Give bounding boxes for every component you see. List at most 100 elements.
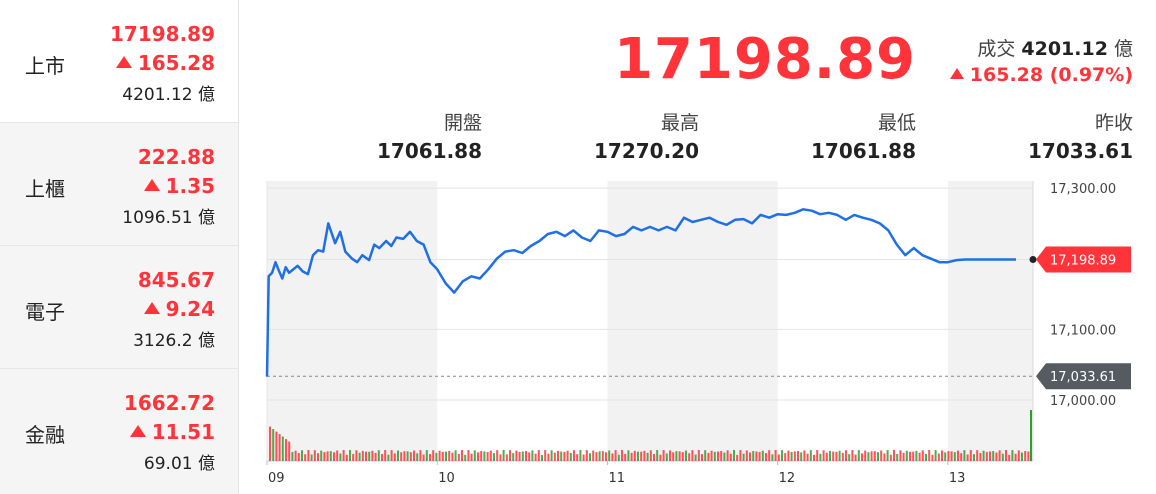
volume-bar — [755, 451, 758, 461]
volume-bar — [851, 450, 854, 461]
volume-bar — [899, 450, 902, 461]
market-change-value: 9.24 — [165, 297, 215, 321]
current-price-label: 17,198.89 — [1050, 253, 1116, 268]
volume-bar — [579, 450, 582, 461]
volume-bar — [736, 454, 739, 461]
market-price: 1662.72 — [123, 391, 215, 415]
turnover: 成交 4201.12 億 — [977, 34, 1133, 61]
hour-band — [947, 181, 1033, 461]
volume-bar — [355, 450, 358, 461]
volume-bar — [326, 451, 329, 461]
volume-bar — [345, 454, 348, 461]
market-change-value: 165.28 — [137, 51, 215, 75]
volume-bar — [969, 450, 972, 461]
volume-bar — [317, 453, 319, 461]
market-price: 845.67 — [137, 268, 215, 292]
market-price: 222.88 — [137, 145, 215, 169]
volume-bar — [870, 451, 873, 461]
volume-bar — [873, 451, 876, 461]
market-item-listed[interactable]: 上市 17198.89 165.28 4201.12 億 — [0, 0, 238, 123]
x-tick-label: 13 — [949, 471, 966, 486]
stat-value: 17033.61 — [1027, 139, 1133, 163]
volume-bar — [889, 454, 892, 461]
volume-bar — [361, 450, 364, 461]
market-item-finance[interactable]: 金融 1662.72 11.51 69.01 億 — [0, 369, 238, 494]
volume-bar — [998, 450, 1001, 461]
stat-value: 17061.88 — [376, 139, 482, 163]
volume-bar — [489, 450, 492, 461]
market-item-otc[interactable]: 上櫃 222.88 1.35 1096.51 億 — [0, 123, 238, 246]
volume-bar — [848, 454, 851, 461]
volume-bar — [793, 451, 796, 461]
market-change: 9.24 — [143, 297, 215, 321]
index-price: 17198.89 — [613, 27, 916, 92]
volume-bar — [381, 454, 383, 461]
volume-bar — [1024, 451, 1027, 461]
volume-bar — [413, 450, 415, 461]
volume-bar — [342, 450, 345, 461]
volume-bar — [704, 450, 707, 461]
volume-bar — [841, 452, 844, 461]
volume-bar — [787, 450, 790, 461]
volume-bar — [979, 453, 982, 461]
x-tick-label: 10 — [438, 471, 455, 486]
volume-bar — [397, 450, 399, 461]
volume-bar — [937, 453, 940, 461]
market-change-value: 11.51 — [151, 420, 215, 444]
volume-bar — [688, 453, 691, 461]
volume-bar — [534, 453, 537, 461]
volume-bar — [563, 451, 566, 461]
up-triangle-icon — [949, 68, 964, 79]
volume-bar — [646, 452, 649, 461]
volume-bar — [371, 450, 374, 461]
volume-bar — [976, 450, 979, 461]
volume-bar — [749, 452, 751, 461]
volume-bar — [883, 453, 886, 461]
volume-bar — [483, 451, 486, 461]
volume-bar — [496, 450, 499, 461]
volume-bar — [845, 450, 847, 461]
volume-bar — [387, 454, 390, 461]
volume-bar — [768, 450, 771, 461]
volume-bar — [403, 451, 406, 461]
volume-bar — [966, 454, 969, 461]
volume-bar — [544, 450, 547, 461]
volume-bar — [669, 450, 671, 461]
volume-bar — [573, 450, 575, 461]
volume-bar — [861, 453, 863, 461]
volume-bar — [377, 450, 380, 461]
volume-bar — [893, 450, 895, 461]
volume-bar — [445, 451, 447, 461]
market-price: 17198.89 — [109, 22, 215, 46]
volume-bar — [422, 454, 425, 461]
volume-bar — [739, 450, 742, 461]
volume-bar — [934, 450, 937, 461]
volume-bar — [294, 450, 297, 461]
volume-bar — [406, 451, 409, 461]
volume-bar — [589, 453, 591, 461]
volume-bar — [675, 451, 678, 461]
volume-bar — [915, 450, 918, 461]
market-item-electronics[interactable]: 電子 845.67 9.24 3126.2 億 — [0, 246, 238, 369]
volume-bar — [637, 451, 639, 461]
volume-bar — [272, 429, 275, 461]
market-name: 金融 — [25, 423, 65, 447]
volume-bar — [742, 453, 745, 461]
stat-label: 昨收 — [1094, 112, 1133, 134]
prev-close-label: 17,033.61 — [1050, 370, 1116, 385]
current-marker — [1029, 255, 1037, 263]
volume-bar — [560, 451, 563, 461]
volume-bar — [336, 450, 339, 461]
volume-bar — [438, 450, 441, 461]
volume-bar — [477, 452, 479, 461]
volume-bar — [880, 450, 883, 461]
volume-bar — [947, 451, 950, 461]
volume-bar — [605, 452, 607, 461]
y-tick-label: 17,000.00 — [1050, 394, 1116, 409]
volume-bar — [726, 450, 729, 461]
volume-bar — [480, 451, 483, 461]
volume-bar — [464, 454, 467, 461]
market-name: 電子 — [25, 300, 65, 324]
volume-bar — [745, 450, 748, 461]
